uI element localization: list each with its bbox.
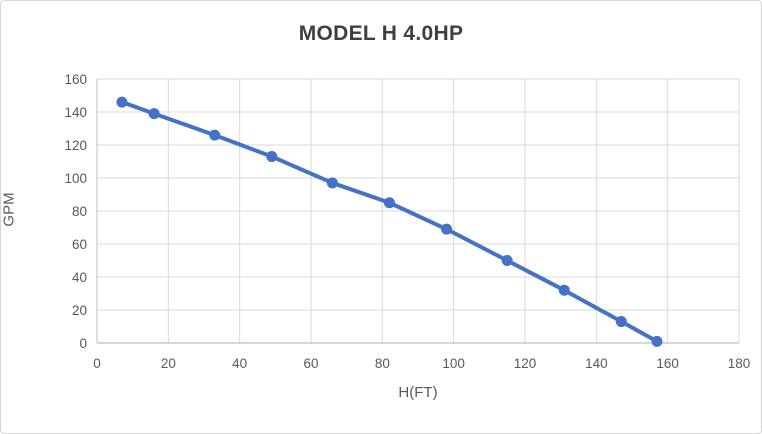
y-tick-label: 20: [72, 303, 87, 318]
chart-title: MODEL H 4.0HP: [298, 22, 464, 45]
data-point-marker: [501, 255, 513, 266]
y-tick-label: 40: [72, 270, 87, 285]
data-point-marker: [209, 129, 221, 141]
x-tick-label: 0: [93, 356, 101, 371]
x-tick-label: 40: [232, 356, 247, 371]
data-point-marker: [441, 223, 453, 235]
x-tick-label: 80: [375, 356, 390, 371]
x-tick-label: 120: [514, 356, 537, 371]
y-tick-label: 0: [79, 336, 87, 351]
x-tick-label: 20: [161, 356, 176, 371]
x-tick-labels: 0 20 40 60 80 100 120 140 160 180: [93, 356, 750, 371]
x-tick-label: 60: [303, 356, 318, 371]
data-point-marker: [383, 197, 395, 209]
y-tick-label: 100: [64, 171, 87, 186]
y-tick-labels: 0 20 40 60 80 100 120 140 160: [64, 72, 87, 351]
data-point-marker: [266, 151, 278, 163]
x-tick-label: 140: [585, 356, 608, 371]
y-tick-label: 80: [72, 204, 87, 219]
x-axis-title: H(FT): [398, 384, 438, 401]
y-tick-label: 60: [72, 237, 87, 252]
y-tick-label: 120: [64, 138, 87, 153]
data-point-marker: [326, 177, 338, 189]
y-tick-label: 140: [64, 105, 87, 120]
x-tick-label: 160: [656, 356, 679, 371]
data-point-marker: [615, 316, 627, 328]
x-tick-label: 180: [728, 356, 751, 371]
series-line: [119, 100, 659, 344]
data-point-marker: [651, 335, 663, 347]
y-gridlines: [97, 78, 739, 344]
data-point-marker: [116, 96, 128, 108]
data-point-marker: [558, 284, 570, 296]
series-markers: [116, 96, 663, 347]
data-point-marker: [148, 108, 160, 120]
x-tick-label: 100: [442, 356, 465, 371]
y-tick-label: 160: [64, 72, 87, 87]
